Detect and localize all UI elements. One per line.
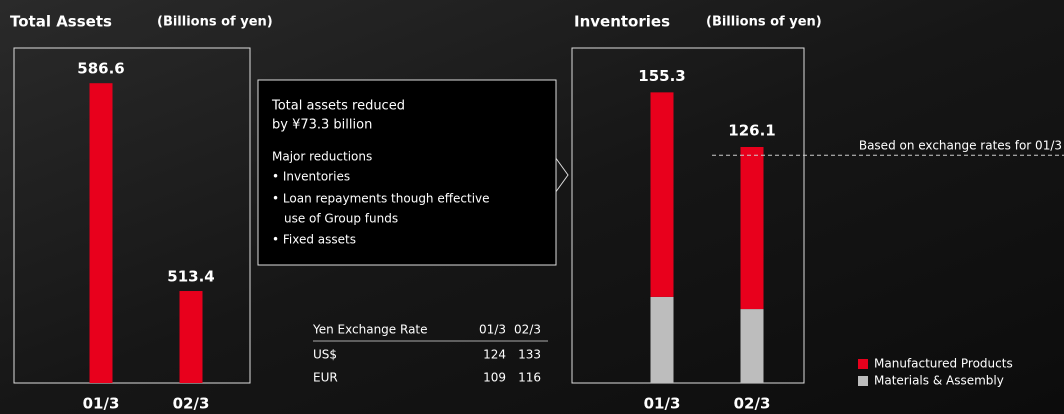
bar-segment bbox=[650, 296, 674, 383]
callout-item: • Inventories bbox=[272, 170, 350, 184]
legend-swatch bbox=[858, 359, 868, 369]
table-cell: 109 bbox=[483, 371, 506, 385]
table-header: 02/3 bbox=[514, 323, 541, 337]
bar-segment bbox=[740, 309, 764, 383]
table-header: 01/3 bbox=[479, 323, 506, 337]
bar bbox=[89, 83, 113, 383]
legend-label: Manufactured Products bbox=[874, 357, 1013, 371]
table-cell: US$ bbox=[313, 348, 337, 362]
chart-title: Inventories bbox=[574, 13, 670, 31]
legend-label: Materials & Assembly bbox=[874, 374, 1004, 388]
callout-item: use of Group funds bbox=[284, 212, 398, 226]
chart-subtitle: (Billions of yen) bbox=[157, 15, 273, 30]
callout-heading: by ¥73.3 billion bbox=[272, 118, 372, 133]
table-cell: EUR bbox=[313, 371, 338, 385]
table-cell: 124 bbox=[483, 348, 506, 362]
value-label: 513.4 bbox=[167, 268, 214, 286]
chart-frame bbox=[571, 47, 805, 384]
chart-frame bbox=[13, 47, 251, 384]
x-tick-label: 01/3 bbox=[644, 395, 681, 413]
bar-segment bbox=[740, 147, 764, 310]
table-header: Yen Exchange Rate bbox=[312, 323, 428, 337]
table-cell: 133 bbox=[518, 348, 541, 362]
bar bbox=[179, 291, 203, 383]
x-tick-label: 01/3 bbox=[83, 395, 120, 413]
chart-subtitle: (Billions of yen) bbox=[706, 15, 822, 30]
callout-box bbox=[257, 79, 557, 266]
value-label: 586.6 bbox=[77, 60, 124, 78]
x-tick-label: 02/3 bbox=[734, 395, 771, 413]
table-cell: 116 bbox=[518, 371, 541, 385]
callout-item: • Loan repayments though effective bbox=[272, 192, 490, 206]
callout-item: • Fixed assets bbox=[272, 233, 356, 247]
value-label: 126.1 bbox=[728, 122, 775, 140]
chart-title: Total Assets bbox=[10, 13, 112, 31]
value-label: 155.3 bbox=[638, 67, 685, 85]
bar-segment bbox=[650, 92, 674, 297]
reference-label: Based on exchange rates for 01/3 bbox=[859, 139, 1062, 153]
x-tick-label: 02/3 bbox=[173, 395, 210, 413]
callout-subheading: Major reductions bbox=[272, 150, 372, 164]
legend-swatch bbox=[858, 376, 868, 386]
callout-heading: Total assets reduced bbox=[271, 99, 405, 114]
